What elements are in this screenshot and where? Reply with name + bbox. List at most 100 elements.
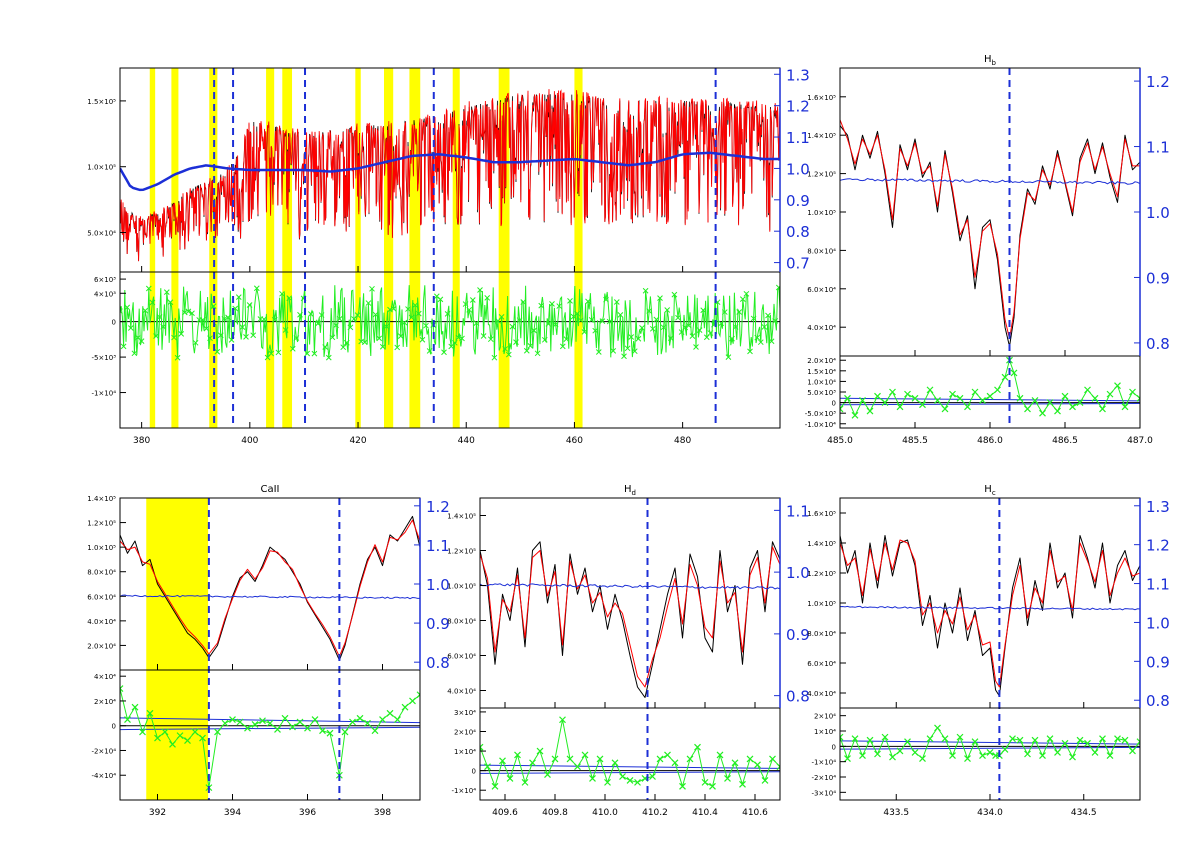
- residual-point: [889, 388, 896, 396]
- residual-point: [664, 307, 671, 313]
- resid-tick-label: 4×10³: [94, 290, 116, 298]
- residual-point: [581, 751, 589, 759]
- residual-point: [207, 335, 213, 342]
- continuum-line: [840, 605, 1140, 611]
- x-tick-label: 433.5: [883, 808, 909, 818]
- residual-point: [505, 351, 512, 358]
- y-tick-label: 6.0×10⁴: [87, 593, 116, 601]
- y2-tick-label: 0.8: [786, 223, 810, 241]
- residual-point: [606, 318, 613, 325]
- residual-point: [480, 743, 484, 751]
- mask-band: [384, 68, 394, 428]
- residual-point: [775, 284, 780, 291]
- residual-point: [844, 755, 851, 763]
- y-tick-label: 2.0×10⁴: [87, 642, 116, 650]
- residual-point: [394, 716, 401, 723]
- residual-point: [667, 335, 674, 341]
- residual-point: [581, 328, 588, 335]
- y-tick-label: 6.0×10⁴: [807, 660, 836, 668]
- residual-point: [296, 718, 304, 726]
- residual-point: [631, 348, 638, 355]
- resid-tick-label: 3×10⁴: [454, 709, 476, 717]
- residual-point: [671, 291, 678, 298]
- residual-point: [911, 394, 919, 402]
- residual-point: [994, 386, 1001, 394]
- resid-tick-label: 5.0×10³: [807, 389, 836, 397]
- residual-point: [142, 307, 149, 314]
- residual-point: [322, 344, 329, 350]
- residual-point: [444, 311, 451, 317]
- residual-point: [499, 757, 506, 765]
- mask-band: [171, 68, 179, 428]
- residual-point: [1001, 373, 1009, 381]
- residual-point: [551, 755, 559, 763]
- y-tick-label: 1.4×10⁵: [87, 495, 116, 503]
- residual-point: [523, 347, 530, 354]
- residual-point: [349, 718, 356, 726]
- x-tick-label: 486.5: [1052, 436, 1078, 446]
- resid-tick-label: -2×10⁴: [811, 774, 836, 782]
- residual-point: [840, 405, 844, 413]
- x-tick-label: 487.0: [1127, 436, 1153, 446]
- residual-point: [369, 285, 375, 292]
- y-tick-label: 4.0×10⁴: [87, 618, 116, 626]
- residual-point: [325, 354, 332, 361]
- residual-error-line: [840, 740, 1140, 745]
- x-tick-label: 485.5: [902, 436, 928, 446]
- residual-error-line: [120, 726, 420, 731]
- residual-point: [941, 405, 949, 413]
- x-tick-label: 380: [133, 436, 150, 446]
- residual-point: [261, 316, 267, 323]
- residual-point: [361, 339, 368, 346]
- residual-point: [253, 285, 260, 292]
- residual-point: [851, 735, 859, 743]
- y2-tick-label: 0.8: [786, 688, 810, 706]
- residual-point: [896, 747, 904, 755]
- residual-point: [304, 350, 311, 357]
- residual-point: [146, 709, 154, 717]
- model-spectrum-line: [120, 89, 780, 262]
- residual-point: [559, 716, 566, 724]
- residual-point: [509, 323, 516, 330]
- y-axis-residual: -1×10⁴ 0 1×10⁴ 2×10⁴ 3×10⁴: [451, 709, 486, 795]
- residual-point: [271, 316, 278, 323]
- residual-point: [379, 343, 386, 350]
- residual-point: [124, 304, 131, 311]
- residual-point: [409, 697, 416, 705]
- residual-point: [347, 324, 354, 331]
- y-axis-right: 0.8 0.9 1.0 1.1: [774, 498, 810, 708]
- resid-tick-label: -5×10³: [91, 354, 116, 362]
- residual-point: [521, 778, 529, 786]
- residual-point: [169, 740, 176, 748]
- residual-point: [401, 319, 408, 326]
- residual-point: [1091, 394, 1099, 402]
- residual-point: [750, 315, 757, 322]
- continuum-line: [840, 177, 1140, 185]
- residual-point: [451, 339, 458, 346]
- residual-point: [520, 299, 527, 305]
- y-axis-residual: -1×10⁴ -5×10³ 0 4×10³ 6×10³: [91, 276, 126, 398]
- y2-tick-label: 1.1: [786, 129, 810, 147]
- x-axis: 433.5 434.0 434.5: [883, 702, 1097, 818]
- residual-point: [176, 732, 184, 740]
- residual-point: [236, 718, 244, 726]
- residual-point: [675, 314, 681, 321]
- x-tick-label: 434.0: [977, 808, 1003, 818]
- y2-tick-label: 0.8: [426, 654, 450, 672]
- residual-point: [274, 726, 281, 733]
- resid-tick-label: -1×10⁴: [811, 759, 836, 767]
- residual-point: [724, 775, 731, 782]
- residual-point: [534, 350, 541, 357]
- resid-tick-label: -2×10⁴: [91, 747, 116, 755]
- residual-point: [120, 343, 127, 350]
- residual-point: [729, 335, 735, 342]
- residual-point: [191, 728, 199, 736]
- residual-point: [721, 309, 728, 315]
- y2-tick-label: 0.8: [1146, 335, 1170, 353]
- resid-tick-label: 0: [112, 319, 116, 327]
- y-tick-label: 4.0×10⁴: [807, 324, 836, 332]
- residual-point: [1114, 382, 1121, 390]
- residual-point: [304, 724, 311, 732]
- resid-tick-label: 1×10⁴: [814, 728, 836, 736]
- residual-point: [693, 344, 699, 350]
